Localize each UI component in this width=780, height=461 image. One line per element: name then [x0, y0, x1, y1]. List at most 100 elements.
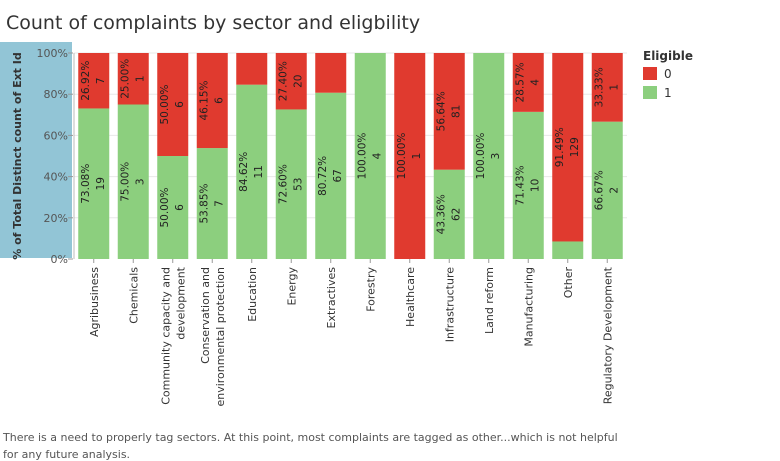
bar-count-label: 1 — [608, 84, 620, 91]
bar-eligible-0 — [196, 53, 228, 149]
bar-eligible-1 — [591, 121, 623, 260]
y-axis-title: % of Total Distinct count of Ext Id — [11, 52, 24, 260]
bar-count-label: 4 — [529, 79, 541, 86]
bar-count-label: 4 — [371, 152, 383, 159]
bar-count-label: 3 — [490, 153, 502, 160]
legend: Eligible 0 1 — [643, 49, 693, 100]
bar-eligible-0 — [552, 53, 584, 242]
bar-percent-label: 72.60% — [277, 164, 289, 204]
bar-label-eligible-0: 100.00% 1 — [396, 133, 423, 180]
bar-label-eligible-1: 50.00% 6 — [159, 187, 186, 227]
bar-percent-label: 84.62% — [238, 152, 250, 192]
legend-swatch-1 — [643, 86, 657, 99]
bar-eligible-1 — [196, 148, 228, 259]
bar-eligible-1 — [552, 241, 584, 259]
bar-eligible-1 — [236, 84, 268, 259]
bar-label-eligible-0: 46.15% 6 — [198, 80, 225, 120]
y-ticks: 0% 20% 40% 60% 80% 100% — [37, 47, 75, 266]
bar-percent-label: 100.00% — [475, 133, 487, 180]
x-category-label: environmental protection — [214, 267, 227, 407]
bar-percent-label: 50.00% — [159, 84, 171, 124]
bar-count-label: 10 — [529, 179, 541, 192]
bar-percent-label: 100.00% — [356, 133, 368, 180]
bar-count-label: 6 — [174, 204, 186, 211]
x-category-label: Chemicals — [127, 267, 140, 324]
bar-count-label: 129 — [569, 137, 581, 157]
caption-line-1: There is a need to properly tag sectors.… — [2, 431, 618, 444]
bar-label-eligible-1: 66.67% 2 — [593, 170, 620, 210]
x-category-label: Energy — [285, 267, 298, 306]
bar-eligible-0 — [512, 53, 544, 112]
bar-eligible-1 — [78, 108, 110, 259]
y-axis-band — [0, 42, 72, 258]
legend-swatch-0 — [643, 67, 657, 80]
x-category-label: Other — [562, 267, 575, 299]
y-tick-label: 80% — [44, 88, 68, 101]
bar-count-label: 67 — [332, 169, 344, 182]
x-category-label: Community capacity and — [159, 267, 172, 405]
bar-count-label: 6 — [174, 101, 186, 108]
bar-label-eligible-1: 100.00% 3 — [475, 133, 502, 180]
bar-percent-label: 71.43% — [514, 165, 526, 205]
bar-count-label: 11 — [253, 165, 265, 178]
legend-label-0: 0 — [664, 67, 672, 81]
bar-label-eligible-0: 91.49% 129 — [554, 127, 581, 167]
bar-percent-label: 25.00% — [119, 59, 131, 99]
bar-count-label: 2 — [608, 187, 620, 194]
bar-percent-label: 80.72% — [317, 156, 329, 196]
bar-count-label: 3 — [134, 178, 146, 185]
bar-eligible-0 — [117, 53, 149, 105]
x-category-label: Infrastructure — [443, 267, 456, 343]
bar-label-eligible-1: 43.36% 62 — [435, 194, 462, 234]
bar-label-eligible-1: 73.08% 19 — [80, 164, 107, 204]
bar-eligible-0 — [78, 53, 110, 109]
bar-eligible-0 — [236, 53, 268, 85]
bar-count-label: 20 — [292, 75, 304, 88]
bar-eligible-1 — [275, 109, 307, 259]
bar-percent-label: 53.85% — [198, 183, 210, 223]
bar-label-eligible-0: 28.57% 4 — [514, 62, 541, 102]
legend-title: Eligible — [643, 49, 693, 63]
bar-eligible-0 — [275, 53, 307, 110]
chart-title: Count of complaints by sector and eligbi… — [6, 12, 420, 34]
bar-percent-label: 91.49% — [554, 127, 566, 167]
bar-eligible-1 — [354, 53, 386, 259]
bar-eligible-0 — [315, 53, 347, 93]
bar-eligible-1 — [117, 104, 149, 259]
bar-eligible-1 — [433, 169, 465, 259]
bar-eligible-0 — [157, 53, 189, 156]
bar-percent-label: 75.00% — [119, 162, 131, 202]
bar-count-label: 1 — [411, 153, 423, 160]
y-tick-label: 40% — [44, 171, 68, 184]
bar-percent-label: 100.00% — [396, 133, 408, 180]
bar-percent-label: 46.15% — [198, 80, 210, 120]
bar-eligible-1 — [157, 156, 189, 259]
bar-label-eligible-1: 100.00% 4 — [356, 133, 383, 180]
y-tick-label: 0% — [51, 253, 68, 266]
bar-label-eligible-0: 26.92% 7 — [80, 61, 107, 101]
bar-eligible-0 — [394, 53, 426, 259]
bar-label-eligible-0: 27.40% 20 — [277, 61, 304, 101]
bar-percent-label: 56.64% — [435, 91, 447, 131]
y-tick-label: 100% — [37, 47, 68, 60]
bar-label-eligible-0: 33.33% 1 — [593, 67, 620, 107]
gridlines — [74, 52, 627, 219]
bar-label-eligible-0: 25.00% 1 — [119, 59, 146, 99]
x-category-label: Land reform — [483, 267, 496, 334]
bar-label-eligible-1: 71.43% 10 — [514, 165, 541, 205]
x-category-label: Forestry — [364, 267, 377, 312]
bar-label-eligible-1: 84.62% 11 — [238, 152, 265, 192]
bar-count-label: 7 — [213, 200, 225, 207]
bar-count-label: 53 — [292, 178, 304, 191]
legend-label-1: 1 — [664, 86, 672, 100]
bar-percent-label: 28.57% — [514, 62, 526, 102]
x-category-labels: Agribusiness Chemicals Community capacity … — [88, 259, 614, 407]
bar-count-label: 81 — [450, 105, 462, 118]
bar-label-eligible-1: 80.72% 67 — [317, 156, 344, 196]
bar-count-label: 6 — [213, 97, 225, 104]
bar-eligible-0 — [433, 53, 465, 170]
bar-percent-label: 50.00% — [159, 187, 171, 227]
bar-percent-label: 26.92% — [80, 61, 92, 101]
